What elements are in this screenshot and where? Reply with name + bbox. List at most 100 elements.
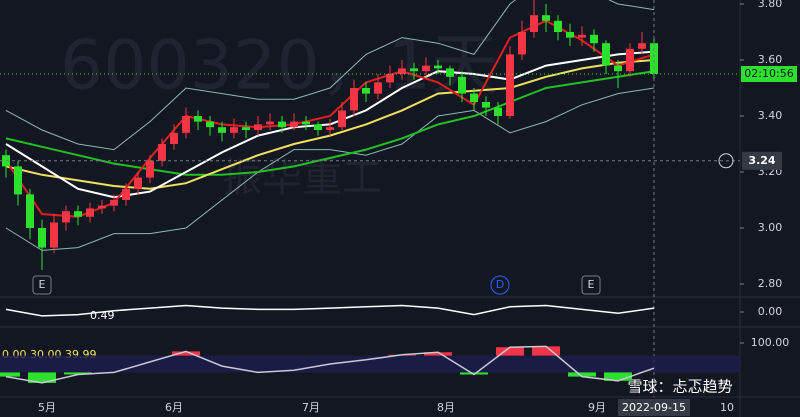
countdown: 02:10:56 bbox=[744, 67, 793, 80]
candle-body bbox=[182, 116, 190, 133]
candle-body bbox=[482, 102, 490, 108]
y-tick-label: 100.00 bbox=[751, 336, 790, 349]
event-label: E bbox=[588, 278, 595, 291]
candle-body bbox=[290, 121, 298, 128]
candle-body bbox=[122, 188, 130, 200]
candle-body bbox=[398, 68, 406, 74]
band bbox=[0, 355, 740, 373]
candle-body bbox=[638, 43, 646, 49]
candle-body bbox=[194, 116, 202, 122]
date-box bbox=[618, 399, 690, 416]
candle-body bbox=[590, 34, 598, 44]
oversold bbox=[604, 372, 632, 381]
candle-body bbox=[146, 160, 154, 178]
oversold bbox=[64, 372, 92, 375]
event-marker[interactable] bbox=[581, 275, 601, 295]
crosshair-date: 2022-09-15 bbox=[622, 401, 686, 414]
candle-body bbox=[542, 15, 550, 21]
candle-body bbox=[650, 43, 658, 74]
candle-body bbox=[566, 32, 574, 38]
x-tick-label: 9月 bbox=[588, 401, 606, 414]
candle-body bbox=[110, 200, 118, 206]
y-tick-label: 3.80 bbox=[758, 0, 783, 10]
candle-body bbox=[554, 20, 562, 32]
event-marker[interactable] bbox=[490, 275, 510, 295]
candle-body bbox=[374, 82, 382, 94]
y-tick-label: 3.40 bbox=[758, 109, 783, 122]
add-button bbox=[718, 153, 734, 169]
site-watermark: 雪球：忐忑趋势 bbox=[627, 378, 732, 396]
candle-body bbox=[506, 54, 514, 116]
candle-body bbox=[14, 166, 22, 195]
crosshair-price-box bbox=[742, 151, 782, 170]
pane1-line bbox=[5, 304, 655, 317]
name-watermark: 振华重工 bbox=[222, 155, 382, 201]
candle-body bbox=[494, 107, 502, 116]
candle-body bbox=[614, 65, 622, 72]
candle-body bbox=[98, 205, 106, 209]
candle-body bbox=[602, 43, 610, 66]
x-tick-label: 7月 bbox=[302, 401, 320, 414]
ma-line bbox=[5, 87, 655, 251]
candle-body bbox=[314, 124, 322, 130]
y-tick-label: 2.80 bbox=[758, 277, 783, 290]
candle-body bbox=[158, 144, 166, 161]
oversold bbox=[460, 372, 488, 375]
x-tick-label: 6月 bbox=[165, 401, 183, 414]
candle-body bbox=[134, 177, 142, 189]
y-tick-label: 3.00 bbox=[758, 221, 783, 234]
candle-body bbox=[422, 65, 430, 72]
countdown-box bbox=[741, 66, 797, 82]
candle-body bbox=[446, 68, 454, 77]
candle-body bbox=[218, 127, 226, 133]
overbought bbox=[532, 346, 560, 356]
candle-body bbox=[578, 34, 586, 38]
candle-body bbox=[38, 228, 46, 248]
candle-body bbox=[242, 127, 250, 130]
event-label: D bbox=[496, 278, 504, 291]
candle-body bbox=[470, 93, 478, 102]
overbought bbox=[172, 351, 200, 356]
candle-body bbox=[434, 65, 442, 69]
candle-body bbox=[518, 32, 526, 55]
oversold bbox=[28, 372, 56, 383]
candle-body bbox=[338, 110, 346, 128]
symbol-watermark: 600320，1天 bbox=[60, 27, 499, 106]
candle-body bbox=[86, 208, 94, 217]
candle-body bbox=[458, 76, 466, 94]
x-tick-label: 8月 bbox=[437, 401, 455, 414]
candle-body bbox=[626, 48, 634, 72]
x-tick-label: 10 bbox=[720, 401, 734, 414]
candle-body bbox=[74, 211, 82, 217]
candle-body bbox=[410, 68, 418, 72]
oversold bbox=[568, 372, 596, 377]
x-tick-label: 5月 bbox=[38, 401, 56, 414]
candle-body bbox=[230, 127, 238, 133]
ma-line bbox=[5, 70, 655, 176]
pane2-line bbox=[5, 345, 655, 384]
candle-body bbox=[278, 121, 286, 128]
candle-body bbox=[50, 222, 58, 248]
event-label: E bbox=[39, 278, 46, 291]
candle-body bbox=[26, 194, 34, 228]
candle-body bbox=[170, 132, 178, 144]
candle-body bbox=[254, 124, 262, 130]
overbought bbox=[424, 352, 452, 356]
candle-body bbox=[266, 121, 274, 125]
candle-body bbox=[350, 88, 358, 111]
overbought bbox=[496, 347, 524, 356]
candle-body bbox=[326, 127, 334, 130]
ma-line bbox=[5, 0, 655, 151]
candle-body bbox=[362, 88, 370, 94]
oversold bbox=[0, 372, 20, 377]
candle-body bbox=[302, 121, 310, 125]
candle-body bbox=[530, 15, 538, 32]
candle-body bbox=[62, 211, 70, 223]
candle-body bbox=[386, 74, 394, 83]
y-tick-label: 3.60 bbox=[758, 53, 783, 66]
y-tick-label: 0.00 bbox=[758, 305, 783, 318]
event-marker[interactable] bbox=[32, 275, 52, 295]
candle-body bbox=[206, 121, 214, 128]
crosshair-price: 3.24 bbox=[748, 154, 775, 167]
